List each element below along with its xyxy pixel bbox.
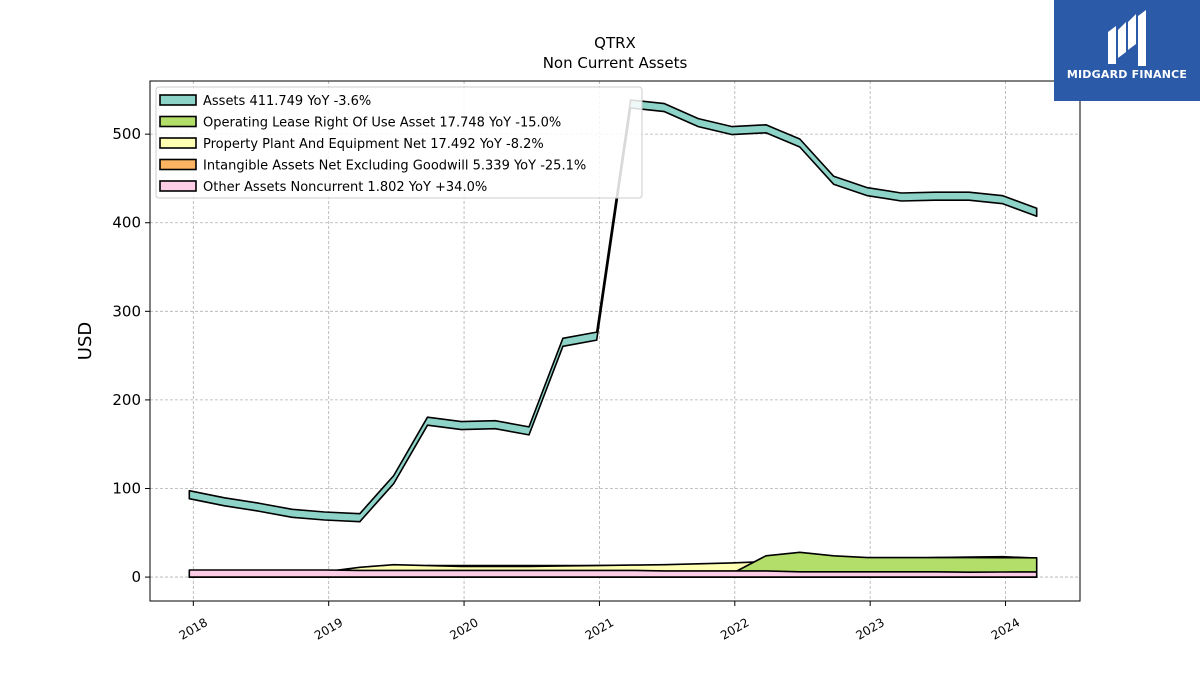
legend-label: Other Assets Noncurrent 1.802 YoY +34.0% (203, 180, 487, 195)
midgard-logo-text: MIDGARD FINANCE (1066, 68, 1188, 81)
y-tick-label: 400 (112, 214, 141, 232)
x-tick-label: 2024 (989, 615, 1022, 642)
y-tick-label: 0 (131, 568, 141, 586)
chart-title: QTRX (594, 34, 636, 52)
legend (155, 86, 643, 199)
x-tick-label: 2018 (177, 615, 210, 642)
legend-swatch (159, 115, 197, 128)
legend-label: Intangible Assets Net Excluding Goodwill… (203, 159, 586, 174)
x-tick-label: 2019 (312, 615, 345, 642)
x-tick-label: 2021 (583, 615, 616, 642)
legend-swatch (159, 137, 197, 149)
y-tick-label: 300 (112, 302, 141, 320)
x-tick-label: 2023 (853, 615, 886, 642)
y-tick-label: 100 (112, 479, 141, 497)
y-tick-label: 500 (112, 125, 141, 143)
x-tick-label: 2022 (718, 615, 751, 642)
legend-swatch (159, 158, 197, 171)
midgard-logo-mark-icon (1108, 10, 1146, 66)
y-tick-label: 200 (112, 391, 141, 409)
y-axis-label: USD (75, 322, 96, 360)
legend-label: Assets 411.749 YoY -3.6% (203, 94, 371, 109)
legend-swatch (159, 94, 197, 106)
chart-subtitle: Non Current Assets (543, 54, 688, 72)
x-tick-label: 2020 (447, 615, 480, 642)
midgard-finance-logo: MIDGARD FINANCE (1054, 0, 1200, 101)
plot-frame (149, 80, 1081, 602)
other-assets-noncurrent-area (188, 569, 1038, 578)
legend-label: Operating Lease Right Of Use Asset 17.74… (203, 116, 561, 131)
legend-label: Property Plant And Equipment Net 17.492 … (203, 137, 544, 152)
assets-area (188, 99, 1038, 523)
legend-swatch (159, 180, 197, 192)
